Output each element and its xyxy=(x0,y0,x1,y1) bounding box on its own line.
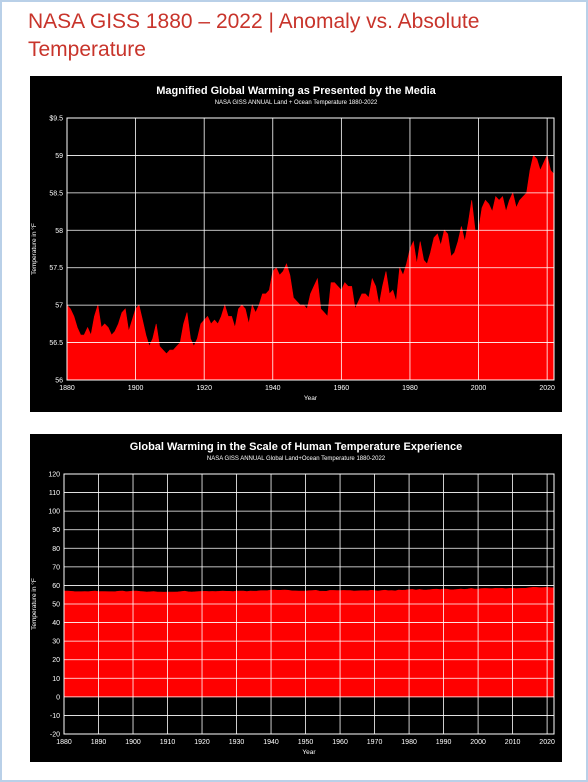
x-axis-label: Year xyxy=(304,395,318,402)
y-tick-label: 120 xyxy=(48,472,60,479)
chart-title: Global Warming in the Scale of Human Tem… xyxy=(130,441,463,453)
x-tick-label: 1940 xyxy=(265,385,281,392)
y-tick-label: 100 xyxy=(48,509,60,516)
x-tick-label: 1920 xyxy=(196,385,212,392)
y-tick-label: 57.5 xyxy=(49,265,63,272)
y-tick-label: 0 xyxy=(56,694,60,701)
y-tick-label: 10 xyxy=(52,676,60,683)
plot-border xyxy=(63,473,555,735)
x-tick-label: 1950 xyxy=(298,739,314,746)
temperature-area xyxy=(63,586,555,698)
page-heading: NASA GISS 1880 – 2022 | Anomaly vs. Abso… xyxy=(28,10,480,61)
x-tick-label: 2010 xyxy=(505,739,521,746)
x-tick-label: 1960 xyxy=(334,385,350,392)
plot-border xyxy=(66,117,555,381)
chart-subtitle: NASA GISS ANNUAL Land + Ocean Temperatur… xyxy=(215,100,378,106)
y-tick-label: 60 xyxy=(52,583,60,590)
x-tick-label: 1900 xyxy=(128,385,144,392)
chart-subtitle: NASA GISS ANNUAL Global Land+Ocean Tempe… xyxy=(207,456,386,462)
magnified-chart-svg: 1880 1900 1920 1940 1960 1980 2000 2020 56 56.5 57… xyxy=(30,85,555,402)
x-tick-label: 2000 xyxy=(471,385,487,392)
chart-panel-human-scale: 1880 1890 1900 1910 1920 1930 1940 1950 1960 1970… xyxy=(30,434,562,762)
x-tick-label: 2020 xyxy=(539,385,555,392)
x-axis-label: Year xyxy=(302,749,316,756)
y-tick-label: $9.5 xyxy=(49,116,63,123)
y-tick-label: 56 xyxy=(55,378,63,385)
y-tick-label: 110 xyxy=(49,490,60,497)
x-tick-label: 1980 xyxy=(401,739,417,746)
x-tick-label: 1920 xyxy=(194,739,210,746)
y-tick-label: 57 xyxy=(55,303,63,310)
y-tick-label: 20 xyxy=(52,657,60,664)
x-tick-label: 1940 xyxy=(263,739,279,746)
y-tick-label: 30 xyxy=(52,639,60,646)
y-tick-label: 40 xyxy=(52,620,60,627)
x-tick-label: 1890 xyxy=(91,739,107,746)
y-tick-label: 59 xyxy=(55,153,63,160)
x-tick-label: 1990 xyxy=(436,739,452,746)
x-tick-label: 1960 xyxy=(332,739,348,746)
y-tick-label: 58.5 xyxy=(49,190,63,197)
y-axis-label: Temperature in °F xyxy=(30,578,38,630)
x-tick-label: 2000 xyxy=(470,739,486,746)
y-tick-label: -10 xyxy=(50,713,60,720)
y-tick-label: 80 xyxy=(52,546,60,553)
x-tick-label: 1970 xyxy=(367,739,383,746)
x-tick-label: 1980 xyxy=(402,385,418,392)
y-tick-label: 90 xyxy=(52,527,60,534)
x-tick-label: 1930 xyxy=(229,739,245,746)
chart-title: Magnified Global Warming as Presented by… xyxy=(156,85,436,97)
x-tick-label: 1880 xyxy=(59,385,75,392)
y-tick-label: 58 xyxy=(55,228,63,235)
y-tick-label: 50 xyxy=(52,602,60,609)
human-scale-chart-svg: 1880 1890 1900 1910 1920 1930 1940 1950 1960 1970… xyxy=(30,441,555,756)
y-axis-label: Temperature in °F xyxy=(30,223,38,275)
x-tick-label: 2020 xyxy=(539,739,555,746)
x-tick-label: 1900 xyxy=(125,739,141,746)
x-tick-label: 1880 xyxy=(56,739,72,746)
chart-panel-magnified: 1880 1900 1920 1940 1960 1980 2000 2020 56 56.5 57… xyxy=(30,76,562,412)
y-tick-label: 56.5 xyxy=(49,340,63,347)
y-tick-label: -20 xyxy=(50,732,60,739)
x-tick-label: 1910 xyxy=(160,739,176,746)
y-tick-label: 70 xyxy=(52,564,60,571)
